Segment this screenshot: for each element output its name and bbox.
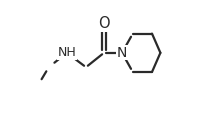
Text: N: N [117,46,127,60]
Text: NH: NH [57,46,76,59]
Text: O: O [98,17,110,31]
